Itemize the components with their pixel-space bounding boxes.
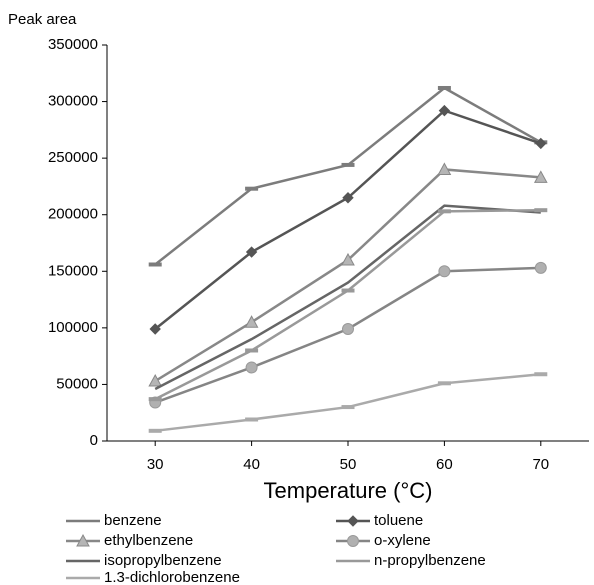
y-tick-label: 100000 xyxy=(48,319,98,336)
marker xyxy=(245,246,258,258)
legend-marker xyxy=(347,515,359,527)
y-tick-label: 250000 xyxy=(48,149,98,166)
marker xyxy=(534,372,548,377)
chart-title: Peak area xyxy=(8,11,77,28)
marker xyxy=(342,322,354,335)
x-axis-label: Temperature (°C) xyxy=(264,478,433,503)
marker xyxy=(437,85,451,90)
legend-label: toluene xyxy=(374,512,423,529)
series-line xyxy=(154,208,541,401)
legend-marker xyxy=(347,535,359,547)
marker xyxy=(535,137,547,150)
x-tick-label: 40 xyxy=(243,456,260,473)
legend-marker xyxy=(76,533,90,547)
marker xyxy=(534,208,548,213)
marker xyxy=(341,162,355,167)
y-tick-label: 350000 xyxy=(48,36,98,53)
x-tick-label: 70 xyxy=(532,456,549,473)
y-tick-label: 300000 xyxy=(48,93,98,110)
legend-label: n-propylbenzene xyxy=(374,552,486,569)
x-tick-label: 30 xyxy=(147,456,164,473)
x-tick-label: 60 xyxy=(436,456,453,473)
y-tick-label: 50000 xyxy=(56,375,98,392)
x-tick-label: 50 xyxy=(340,456,357,473)
series-line xyxy=(154,266,541,404)
y-tick-label: 150000 xyxy=(48,262,98,279)
marker xyxy=(244,315,259,328)
marker xyxy=(245,348,259,353)
y-tick-label: 0 xyxy=(90,432,98,449)
marker xyxy=(148,262,162,267)
marker xyxy=(148,397,162,402)
marker xyxy=(342,192,354,204)
legend-label: benzene xyxy=(104,512,162,529)
marker xyxy=(245,361,258,374)
marker xyxy=(245,186,259,191)
legend-label: isopropylbenzene xyxy=(104,552,222,569)
legend-label: ethylbenzene xyxy=(104,532,193,549)
marker xyxy=(438,265,451,278)
marker xyxy=(341,405,355,410)
marker xyxy=(437,209,451,214)
y-tick-label: 200000 xyxy=(48,206,98,223)
marker xyxy=(149,323,161,335)
marker xyxy=(341,252,355,266)
series-line xyxy=(154,86,542,266)
marker xyxy=(437,162,452,175)
marker xyxy=(341,288,355,293)
marker xyxy=(148,428,162,433)
marker xyxy=(437,381,451,386)
marker xyxy=(533,170,548,183)
series-line xyxy=(154,204,541,391)
marker xyxy=(534,261,547,274)
legend-label: 1.3-dichlorobenzene xyxy=(104,569,240,585)
marker xyxy=(438,104,451,117)
legend-label: o-xylene xyxy=(374,532,431,549)
marker xyxy=(148,373,163,387)
marker xyxy=(245,417,259,422)
